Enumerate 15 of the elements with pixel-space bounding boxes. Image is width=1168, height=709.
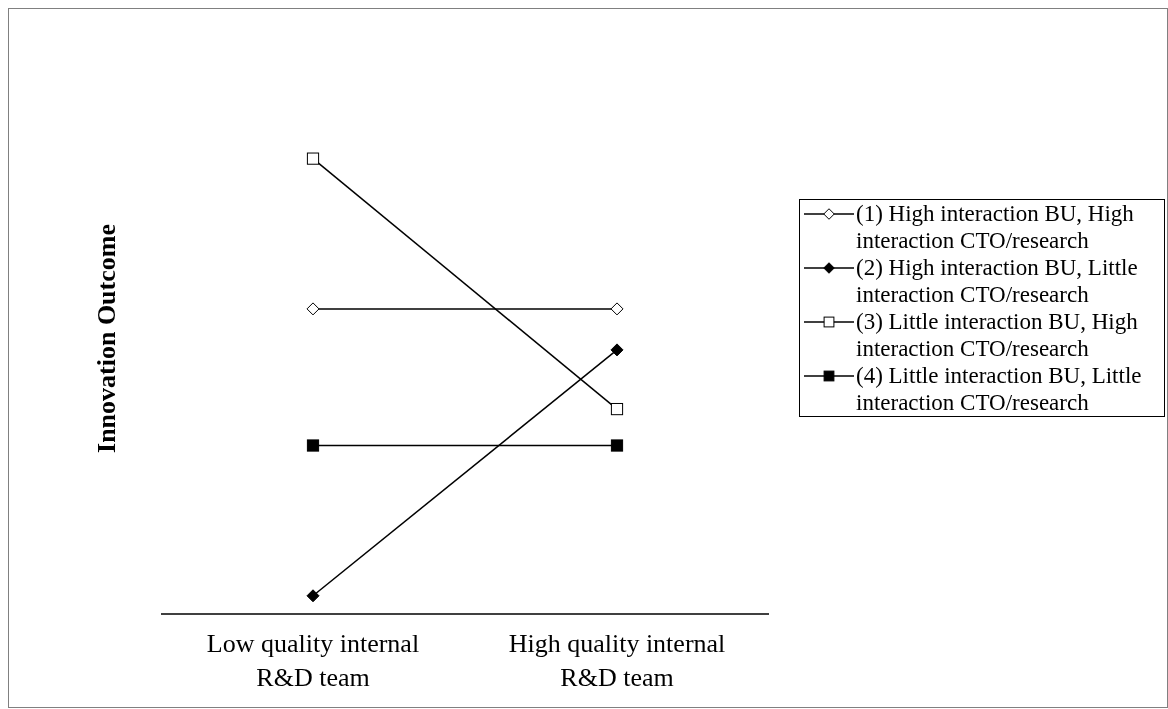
point	[610, 302, 624, 316]
legend-label: (2) High interaction BU, Little interaction CTO/research	[856, 254, 1139, 308]
legend-label: (3) Little interaction BU, High interaction CTO/research	[856, 308, 1139, 362]
legend-label: (1) High interaction BU, High interaction CTO/research	[856, 200, 1135, 254]
point	[610, 402, 624, 416]
point	[610, 439, 624, 452]
point	[610, 343, 624, 357]
point	[306, 302, 320, 316]
x-tick-label: High quality internal R&D team	[508, 629, 726, 692]
legend-label: (4) Little interaction BU, Little interaction CTO/research	[856, 362, 1143, 416]
x-tick-label: Low quality internal R&D team	[206, 629, 420, 692]
y-axis-title: Innovation Outcome	[92, 224, 122, 453]
point	[306, 439, 320, 452]
point	[306, 152, 320, 165]
point	[306, 589, 320, 603]
